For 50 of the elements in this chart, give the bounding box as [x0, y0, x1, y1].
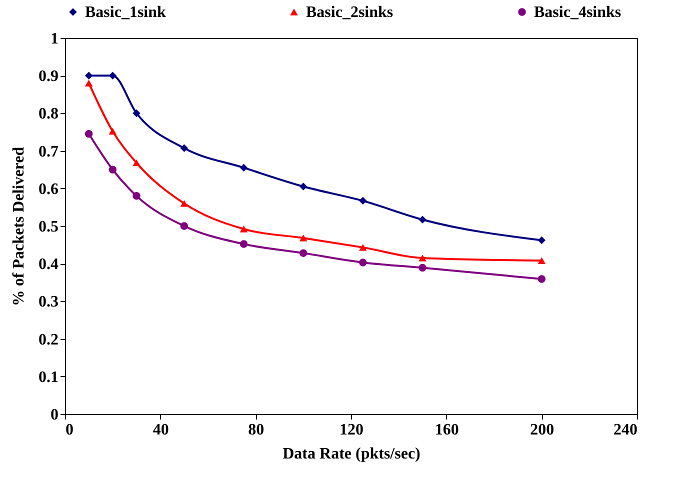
point: [359, 244, 367, 251]
point: [240, 226, 248, 232]
y-tick-label: 0.7: [38, 143, 58, 160]
point: [108, 128, 117, 135]
y-tick-label: 0.4: [38, 256, 58, 274]
point: [538, 236, 546, 244]
point: [132, 192, 140, 200]
x-axis-title: Data Rate (pkts/sec): [282, 446, 420, 462]
point: [359, 258, 367, 266]
point: [132, 109, 140, 118]
point: [538, 257, 546, 264]
point: [180, 200, 188, 207]
point: [418, 216, 426, 224]
point: [299, 234, 308, 242]
point: [299, 249, 308, 257]
legend-label: Basic_1sink: [85, 4, 166, 21]
y-tick-label: 0: [50, 406, 58, 424]
point: [84, 72, 93, 80]
y-tick-label: 0.2: [38, 331, 58, 348]
x-tick-label: 240: [614, 422, 638, 438]
point: [240, 164, 248, 172]
y-tick-label: 0.5: [38, 218, 58, 236]
y-tick-label: 0.6: [38, 180, 58, 198]
y-tick-label: 0.3: [38, 294, 58, 311]
y-tick-label: 0.1: [38, 368, 58, 386]
y-tick-label: 0.8: [38, 106, 58, 123]
x-tick-label: 0: [66, 422, 74, 438]
point: [240, 240, 248, 248]
point: [132, 159, 140, 166]
point: [418, 264, 426, 272]
point: [84, 130, 93, 138]
legend-label: Basic_4sinks: [534, 4, 622, 21]
x-tick-label: 200: [530, 422, 554, 438]
point: [299, 182, 308, 190]
x-tick-label: 160: [434, 422, 459, 438]
x-tick-label: 80: [248, 422, 264, 438]
y-tick-label: 1: [50, 30, 58, 48]
y-tick-label: 0.9: [38, 68, 58, 86]
point: [180, 144, 188, 152]
point: [538, 275, 546, 283]
y-axis-title: % of Packets Delivered: [10, 146, 28, 306]
point: [418, 254, 426, 262]
point: [180, 222, 188, 230]
point: [108, 166, 117, 174]
x-tick-label: 40: [152, 422, 169, 438]
legend-label: Basic_2sinks: [306, 4, 394, 21]
point: [84, 80, 93, 86]
point: [359, 196, 367, 205]
x-tick-label: 120: [340, 422, 364, 438]
point: [108, 72, 117, 80]
